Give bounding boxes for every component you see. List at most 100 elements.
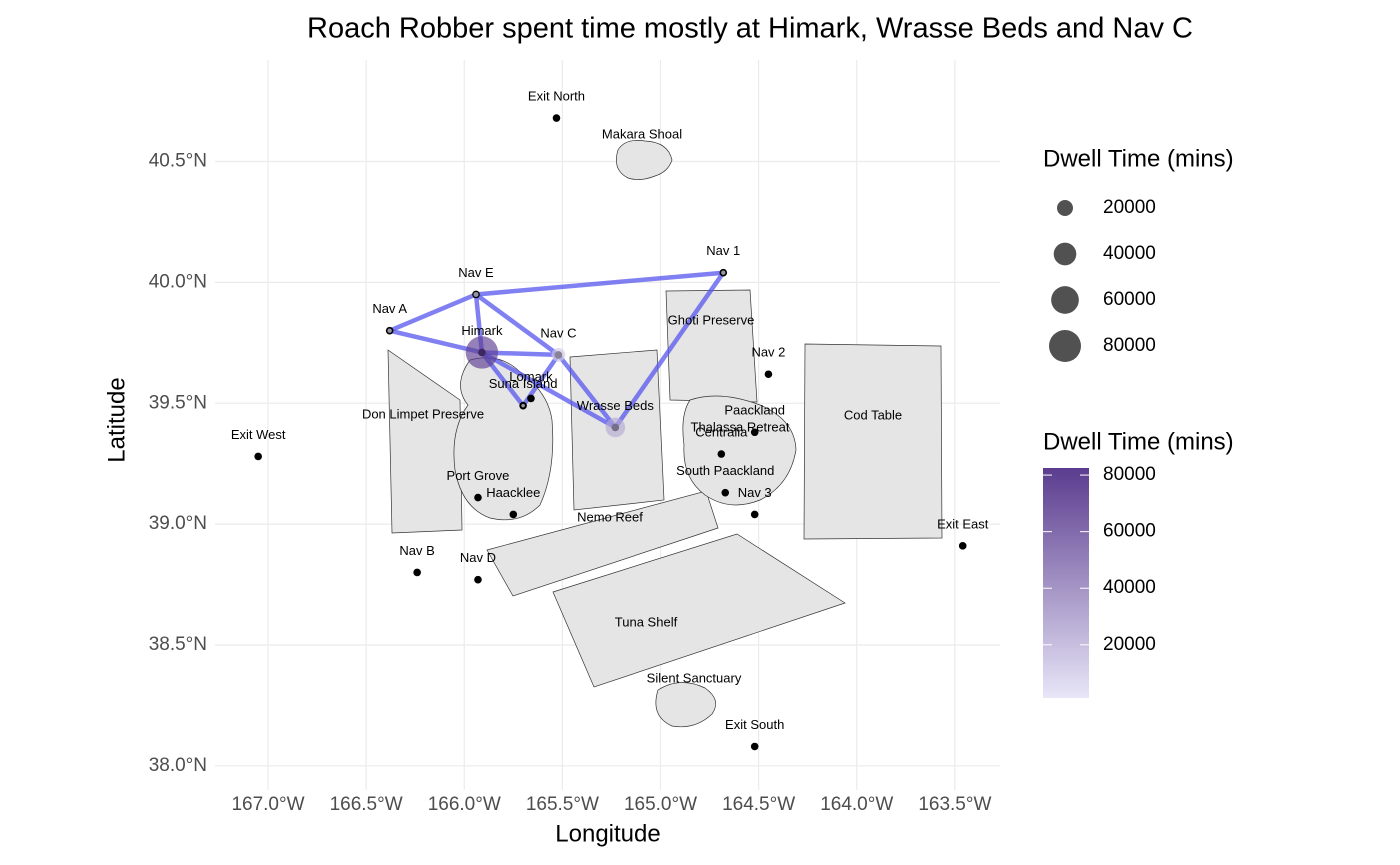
location-point [474, 493, 482, 502]
y-tick-label: 39.5°N [149, 392, 207, 413]
region-shape [803, 343, 943, 540]
dwell-bubble [465, 336, 499, 369]
location-label: Port Grove [447, 468, 510, 483]
location-label: Nav C [540, 325, 576, 340]
region-shape [655, 682, 717, 728]
dwell-bubble [521, 403, 525, 408]
region-label: Ghoti Preserve [668, 312, 755, 327]
region-shape [552, 533, 846, 688]
location-label: Lomark [509, 369, 553, 384]
location-label: Suna Island [489, 376, 558, 391]
colorbar [1043, 468, 1089, 698]
location-point [721, 488, 730, 497]
location-label: Nav A [372, 301, 407, 316]
region-label: Makara Shoal [602, 126, 682, 141]
bubbles [387, 270, 726, 438]
y-axis-title: Latitude [103, 377, 130, 462]
location-label: Wrasse Beds [577, 398, 655, 413]
y-tick-label: 38.5°N [149, 634, 207, 655]
legend-label: 80000 [1103, 464, 1156, 485]
legend-label: 40000 [1103, 243, 1156, 264]
dwell-bubble [721, 270, 726, 275]
region-labels: Makara Shoal Ghoti Preserve Don Limpet P… [362, 126, 902, 685]
legend-label: 20000 [1103, 197, 1156, 218]
route-line [556, 352, 618, 430]
location-point [552, 114, 561, 122]
location-point [750, 742, 759, 751]
legend-label: 60000 [1103, 521, 1156, 542]
route-line [479, 350, 618, 430]
region-label: Silent Sanctuary [647, 670, 742, 685]
location-label: Nav 2 [751, 345, 785, 360]
x-tick-label: 163.5°W [918, 794, 991, 815]
y-tick-label: 39.0°N [149, 513, 207, 534]
legend-label: 40000 [1103, 577, 1156, 598]
dwell-bubble [473, 291, 479, 297]
location-point [413, 568, 421, 577]
location-point [750, 428, 759, 437]
location-label: Exit North [528, 88, 585, 103]
location-point [717, 450, 726, 458]
location-label: Nav 3 [738, 485, 772, 500]
x-tick-label: 167.0°W [231, 794, 304, 815]
region-label: Thalassa Retreat [691, 419, 790, 434]
location-label: Haacklee [486, 485, 540, 500]
region-label: Don Limpet Preserve [362, 406, 484, 421]
region-shape [616, 140, 673, 180]
x-tick-label: 165.0°W [624, 794, 697, 815]
x-tick-label: 164.5°W [722, 794, 795, 815]
legend-title: Dwell Time (mins) [1043, 145, 1234, 172]
regions [387, 140, 943, 728]
location-point [509, 510, 518, 519]
chart-title: Roach Robber spent time mostly at Himark… [307, 13, 1193, 45]
location-point [254, 452, 262, 461]
region-shape [486, 490, 719, 597]
x-tick-label: 165.5°W [526, 794, 599, 815]
location-label: Paackland [724, 403, 785, 418]
region-shape [682, 395, 797, 506]
region-label: Tuna Shelf [615, 614, 678, 629]
location-point [474, 575, 482, 584]
location-label: Centralia [695, 424, 748, 439]
legend-label: 20000 [1103, 634, 1156, 655]
legend: Dwell Time (mins) 20000 40000 60000 80000 Dwe… [1043, 145, 1234, 698]
location-label: Exit West [231, 427, 286, 442]
location-label: Nav 1 [706, 243, 740, 258]
route-line [473, 292, 561, 358]
location-label: Nav D [460, 550, 496, 565]
region-label: Nemo Reef [577, 509, 643, 524]
location-label: Himark [461, 323, 503, 338]
route-line [613, 270, 726, 430]
dwell-bubble [551, 347, 566, 362]
legend-title: Dwell Time (mins) [1043, 428, 1234, 455]
region-label: Cod Table [844, 407, 902, 422]
x-axis-title: Longitude [555, 820, 660, 847]
y-tick-label: 40.0°N [149, 271, 207, 292]
x-tick-label: 166.0°W [428, 794, 501, 815]
location-point [958, 542, 967, 550]
legend-label: 80000 [1103, 335, 1156, 356]
location-label: Nav E [458, 265, 494, 280]
location-label: Exit East [937, 516, 989, 531]
region-shape [665, 289, 758, 403]
x-tick-label: 164.0°W [820, 794, 893, 815]
legend-label: 60000 [1103, 289, 1156, 310]
region-shape [387, 349, 463, 534]
dwell-bubble [605, 417, 626, 438]
points: Exit North Nav 1 Nav E Nav A Himark Nav C Nav … [231, 88, 989, 751]
location-label: Nav B [399, 543, 434, 558]
location-label: Exit South [725, 717, 784, 732]
location-point [527, 394, 535, 403]
route-line [387, 292, 479, 333]
y-tick-label: 38.0°N [149, 755, 207, 776]
legend-size-key [1053, 242, 1077, 266]
x-tick-label: 166.5°W [330, 794, 403, 815]
dwell-bubble [387, 328, 392, 333]
location-label: South Paackland [676, 463, 774, 478]
y-tick-label: 40.5°N [149, 151, 207, 172]
route-line [473, 270, 726, 297]
legend-size-key [1057, 200, 1073, 216]
legend-size-key [1051, 286, 1079, 314]
